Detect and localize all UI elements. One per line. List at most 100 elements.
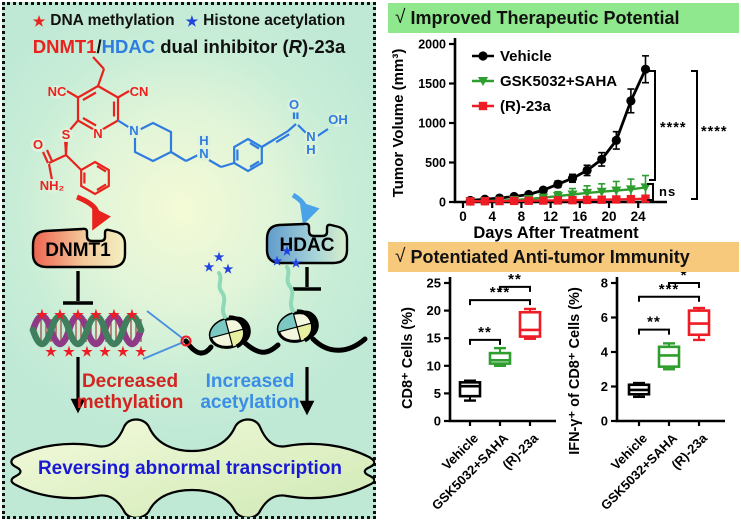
svg-text:6: 6 — [601, 310, 608, 325]
methylation-star-icon: ★ — [32, 13, 46, 29]
significance-label: ** — [508, 272, 522, 288]
svg-text:12: 12 — [543, 209, 558, 224]
significance-label: ns — [659, 184, 676, 199]
svg-text:4: 4 — [601, 345, 609, 360]
atom-label: N — [199, 146, 208, 161]
svg-text:2000: 2000 — [418, 38, 446, 52]
svg-text:15: 15 — [427, 331, 441, 346]
svg-text:1000: 1000 — [418, 117, 446, 131]
atom-label: N — [306, 129, 315, 144]
svg-text:8: 8 — [518, 209, 526, 224]
atom-label: N — [93, 126, 102, 141]
methylation-star-icon: ★ — [126, 307, 138, 322]
dnmt1-inhibition-tbar — [63, 271, 93, 305]
svg-text:20: 20 — [601, 209, 616, 224]
methylation-star-icon: ★ — [54, 307, 66, 322]
svg-text:500: 500 — [425, 156, 446, 170]
svg-text:0: 0 — [434, 414, 441, 429]
svg-text:0: 0 — [439, 196, 446, 210]
check-icon: √ — [395, 246, 406, 267]
svg-text:1500: 1500 — [418, 77, 446, 91]
decreased-methylation-text: Decreased methylation — [76, 371, 184, 413]
significance-label: *** — [659, 281, 680, 298]
legend-acetylation-label: Histone acetylation — [203, 12, 346, 29]
dna-helix: ★ ★ ★ ★ ★ ★ ★ ★ ★ ★ ★ ★ — [29, 307, 147, 359]
mechanism-panel: NC CN S N O NH₂ N H N O N H OH DNMT1 HDAC ★ ★ — [2, 2, 376, 519]
svg-text:20: 20 — [427, 303, 441, 318]
methylation-star-icon: ★ — [72, 307, 84, 322]
svg-text:4: 4 — [488, 209, 496, 224]
acetylation-star-icon: ★ — [223, 262, 234, 276]
arrow-to-hdac — [291, 192, 320, 225]
atom-label: H — [306, 142, 315, 157]
therapeutic-potential-header: √ Improved Therapeutic Potential — [388, 3, 739, 33]
acetylation-star-icon: ★ — [272, 254, 283, 268]
svg-text:16: 16 — [572, 209, 588, 224]
title-slash: / — [96, 36, 102, 57]
legend-methylation-label: DNA methylation — [50, 12, 175, 29]
atom-label: S — [62, 127, 71, 142]
atom-label: O — [33, 137, 43, 152]
reversing-transcription-banner: Reversing abnormal transcription — [37, 458, 343, 479]
hdac-blob: HDAC — [265, 222, 349, 265]
legend-entry: GSK5032+SAHA — [500, 73, 617, 90]
atom-label: O — [289, 97, 299, 112]
svg-text:5: 5 — [434, 386, 441, 401]
cell-shape — [10, 418, 375, 517]
box-plots: 0510152025VehicleGSK5032+SAHA(R)-23a****… — [388, 272, 739, 522]
title-rest2: )-23a — [302, 36, 346, 57]
significance-label: * — [681, 272, 688, 284]
significance-label: *** — [490, 284, 511, 301]
acetylation-star-icon: ★ — [214, 250, 225, 264]
acetylation-star-icon: ★ — [291, 256, 302, 270]
title-r: R — [288, 36, 303, 57]
significance-label: ** — [647, 314, 661, 331]
compound-title: DNMT1/HDAC dual inhibitor (R)-23a — [5, 36, 373, 58]
methylation-star-icon: ★ — [135, 344, 147, 359]
title-dnmt1: DNMT1 — [32, 36, 97, 57]
increased-acetylation-text: Increased acetylation — [200, 371, 300, 413]
legend-entry: Vehicle — [500, 48, 552, 65]
methylation-star-icon: ★ — [81, 344, 93, 359]
dnmt1-blob: DNMT1 — [31, 227, 127, 269]
svg-text:10: 10 — [427, 358, 441, 373]
dnmt1-label: DNMT1 — [45, 240, 111, 261]
acetylation-star-icon: ★ — [204, 260, 215, 274]
title-rest1: dual inhibitor ( — [155, 36, 289, 57]
legend-row: ★ DNA methylation ★ Histone acetylation — [5, 12, 373, 30]
significance-label: ** — [478, 324, 492, 341]
hdac-inhibition-tbar — [293, 267, 321, 291]
methylation-star-icon: ★ — [36, 307, 48, 322]
methylation-star-icon: ★ — [45, 344, 57, 359]
atom-label: CN — [130, 84, 149, 99]
y-axis-title: CD8⁺ Cells (%) — [400, 307, 416, 409]
significance-label: **** — [701, 124, 728, 140]
arrow-to-dnmt1 — [76, 194, 111, 231]
atom-label: N — [129, 123, 138, 138]
y-axis-title: IFN-γ⁺ of CD8⁺ Cells (%) — [567, 287, 583, 455]
methylation-star-icon: ★ — [108, 307, 120, 322]
svg-text:25: 25 — [427, 276, 441, 291]
y-axis-title: Tumor Volume (mm³) — [390, 49, 407, 198]
methylation-star-icon: ★ — [99, 344, 111, 359]
svg-text:0: 0 — [601, 414, 608, 429]
atom-label: OH — [328, 112, 348, 127]
acetylation-star-icon: ★ — [185, 13, 199, 29]
significance-label: **** — [660, 120, 687, 136]
x-axis-title: Days After Treatment — [473, 224, 639, 242]
svg-text:24: 24 — [631, 209, 647, 224]
svg-text:2: 2 — [601, 379, 608, 394]
methylation-star-icon: ★ — [90, 307, 102, 322]
atom-label: H — [199, 133, 208, 148]
antitumor-immunity-header: √ Potentiated Anti-tumor Immunity — [388, 242, 739, 272]
svg-text:8: 8 — [601, 276, 608, 291]
svg-text:0: 0 — [459, 209, 467, 224]
title-hdac: HDAC — [101, 36, 156, 57]
legend-entry: (R)-23a — [500, 98, 552, 115]
nucleosome-chromatin: ★★★★★★ — [142, 244, 368, 360]
check-icon: √ — [395, 7, 406, 28]
